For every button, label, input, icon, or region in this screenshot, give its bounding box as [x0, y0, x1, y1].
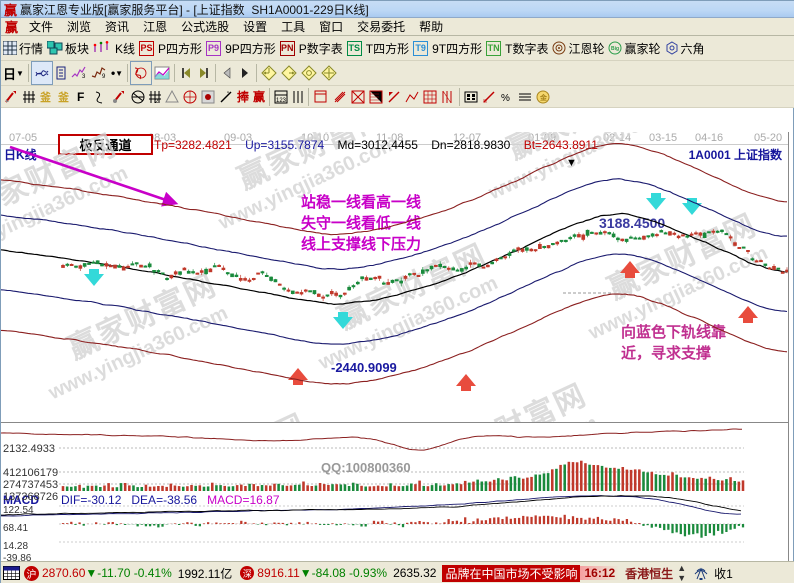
svg-text:%: % — [501, 93, 510, 104]
svg-text:": " — [227, 92, 229, 98]
svg-text:2: 2 — [155, 99, 159, 104]
svg-text:Big: Big — [611, 46, 619, 52]
svg-text:釜: 釜 — [57, 90, 70, 104]
svg-text:釜: 釜 — [39, 90, 52, 104]
svg-text:F: F — [77, 90, 84, 104]
svg-text:3: 3 — [82, 74, 86, 80]
svg-text:9: 9 — [102, 74, 106, 80]
svg-text:金: 金 — [539, 93, 548, 102]
svg-text:123: 123 — [276, 98, 287, 104]
